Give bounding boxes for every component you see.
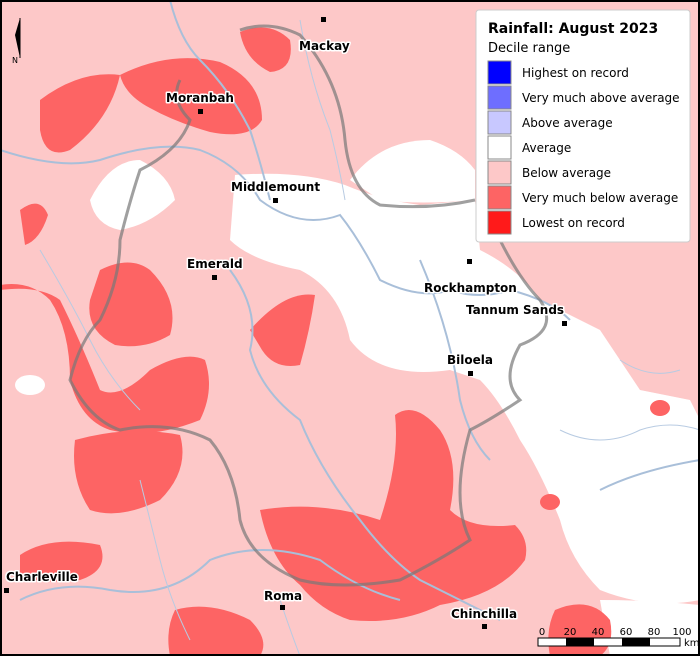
scale-unit: km — [684, 638, 700, 649]
legend-label: Above average — [522, 116, 613, 130]
scale-tick-label: 0 — [539, 627, 545, 638]
legend-swatch — [487, 160, 512, 185]
scale-tick-label: 80 — [648, 627, 661, 638]
legend-label: Very much above average — [522, 91, 680, 105]
place-label: Mackay — [299, 39, 350, 53]
scale-tick-label: 40 — [592, 627, 605, 638]
place-label: Charleville — [6, 570, 78, 584]
legend-swatch — [487, 85, 512, 110]
legend-swatch — [487, 210, 512, 235]
legend-label: Below average — [522, 166, 611, 180]
place-labels: Mackay Moranbah Middlemount Emerald Rock… — [5, 38, 566, 623]
place-label: Biloela — [447, 353, 493, 367]
north-label: N — [12, 56, 18, 65]
north-arrow: N — [12, 18, 21, 65]
legend-label: Average — [522, 141, 571, 155]
place-label: Tannum Sands — [466, 303, 564, 317]
place-label: Middlemount — [231, 180, 320, 194]
legend-subtitle: Decile range — [488, 41, 570, 56]
legend-swatch — [487, 60, 512, 85]
very-much-below-average-regions — [0, 27, 670, 656]
legend-label: Highest on record — [522, 66, 629, 80]
scale-tick-label: 60 — [620, 627, 633, 638]
legend-title: Rainfall: August 2023 — [488, 21, 658, 37]
place-markers — [4, 17, 567, 629]
scale-tick-label: 100 — [672, 627, 691, 638]
scale-tick-label: 20 — [564, 627, 577, 638]
place-label: Moranbah — [166, 91, 234, 105]
legend-label: Lowest on record — [522, 216, 625, 230]
legend: Rainfall: August 2023 Decile range Highe… — [475, 9, 691, 243]
place-label: Roma — [264, 589, 302, 603]
legend-swatch — [487, 135, 512, 160]
legend-box — [475, 9, 691, 243]
place-label: Rockhampton — [424, 281, 517, 295]
range-boundary — [68, 24, 549, 587]
place-label: Emerald — [187, 257, 243, 271]
legend-swatch — [487, 110, 512, 135]
legend-label: Very much below average — [522, 191, 678, 205]
legend-swatch — [487, 185, 512, 210]
place-label: Chinchilla — [451, 607, 517, 621]
